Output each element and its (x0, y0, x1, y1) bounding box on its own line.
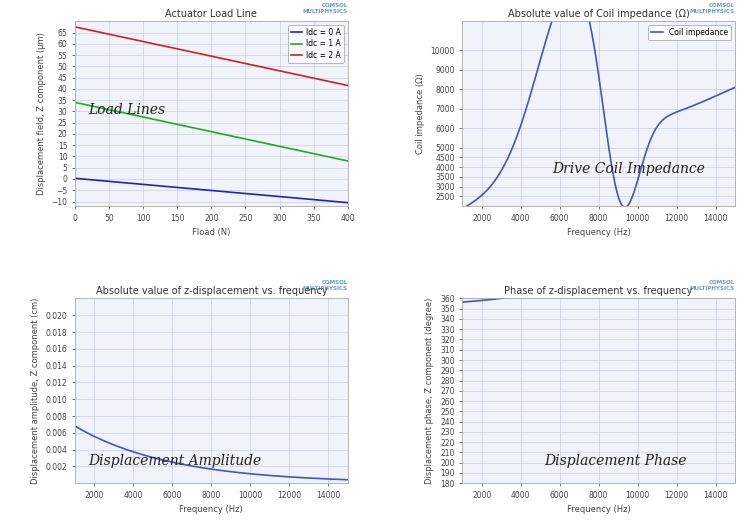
Coil impedance (725, 87, 734, 93)
Title: Absolute value of z-displacement vs. frequency: Absolute value of z-displacement vs. fre… (95, 286, 327, 296)
Text: Load Lines: Load Lines (88, 102, 166, 117)
Text: Drive Coil Impedance: Drive Coil Impedance (552, 162, 705, 176)
Text: COMSOL
MULTIPHYSICS: COMSOL MULTIPHYSICS (690, 3, 735, 14)
X-axis label: Frequency (Hz): Frequency (Hz) (567, 506, 631, 515)
Text: COMSOL
MULTIPHYSICS: COMSOL MULTIPHYSICS (302, 280, 348, 291)
Legend: Coil impedance: Coil impedance (648, 25, 731, 40)
Coil impedance (730, 84, 740, 91)
Y-axis label: Displacement phase, Z component (degree): Displacement phase, Z component (degree) (425, 298, 434, 484)
Legend: Idc = 0 A, Idc = 1 A, Idc = 2 A: Idc = 0 A, Idc = 1 A, Idc = 2 A (288, 25, 344, 63)
Y-axis label: Displacement amplitude, Z component (cm): Displacement amplitude, Z component (cm) (31, 298, 40, 484)
Coil impedance (505, 151, 514, 158)
X-axis label: Frequency (Hz): Frequency (Hz) (567, 228, 631, 237)
Coil impedance (458, 205, 466, 212)
X-axis label: Fload (N): Fload (N) (192, 228, 230, 237)
Title: Phase of z-displacement vs. frequency: Phase of z-displacement vs. frequency (505, 286, 693, 296)
Text: COMSOL
MULTIPHYSICS: COMSOL MULTIPHYSICS (302, 3, 348, 14)
Coil impedance (489, 179, 498, 186)
Text: COMSOL
MULTIPHYSICS: COMSOL MULTIPHYSICS (690, 280, 735, 291)
Y-axis label: Coil impedance (Ω): Coil impedance (Ω) (416, 73, 424, 154)
Coil impedance (696, 99, 705, 106)
Text: Displacement Amplitude: Displacement Amplitude (88, 453, 262, 468)
Y-axis label: Displacement field, Z component (µm): Displacement field, Z component (µm) (37, 32, 46, 195)
X-axis label: Frequency (Hz): Frequency (Hz) (179, 506, 243, 515)
Title: Actuator Load Line: Actuator Load Line (166, 9, 257, 19)
Text: Displacement Phase: Displacement Phase (544, 453, 686, 468)
Title: Absolute value of Coil impedance (Ω): Absolute value of Coil impedance (Ω) (508, 9, 689, 19)
Line: Coil impedance: Coil impedance (462, 0, 735, 209)
